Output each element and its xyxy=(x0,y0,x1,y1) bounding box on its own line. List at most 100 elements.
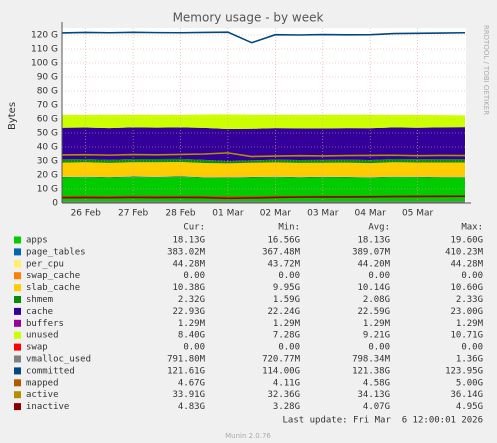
legend-stat: 36.14G xyxy=(450,390,483,400)
legend-swatch xyxy=(14,260,21,268)
legend-stat: 798.34M xyxy=(352,355,391,365)
legend-header: Max: xyxy=(461,223,483,233)
legend-stat: 383.02M xyxy=(167,247,206,257)
line xyxy=(61,31,466,44)
legend-stat: 0.00 xyxy=(278,343,300,353)
legend-label: apps xyxy=(26,236,48,246)
y-tick-label: 120 G xyxy=(31,31,58,41)
area xyxy=(62,114,465,130)
legend-stat: 367.48M xyxy=(262,247,301,257)
legend-swatch xyxy=(14,355,21,363)
legend-stat: 3.28G xyxy=(273,402,300,412)
legend-label: shmem xyxy=(26,295,53,305)
legend-stat: 791.80M xyxy=(167,355,206,365)
y-tick-label: 90 G xyxy=(37,73,58,83)
chart-title: Memory usage - by week xyxy=(173,11,324,25)
legend-swatch xyxy=(14,379,21,387)
legend-stat: 720.77M xyxy=(262,355,301,365)
y-tick-label: 40 G xyxy=(37,143,58,153)
legend-stat: 0.00 xyxy=(183,271,205,281)
y-tick-label: 50 G xyxy=(37,129,58,139)
legend-stat: 4.58G xyxy=(363,378,390,388)
legend-swatch xyxy=(14,296,21,303)
legend-stat: 4.11G xyxy=(273,378,300,388)
legend-label: mapped xyxy=(26,378,59,388)
legend-label: unused xyxy=(26,331,59,341)
x-tick-label: 26 Feb xyxy=(71,209,102,219)
legend-stat: 2.08G xyxy=(363,295,390,305)
legend-stat: 389.07M xyxy=(352,247,391,257)
legend-stat: 1.29M xyxy=(273,319,301,329)
legend-stat: 44.28M xyxy=(172,259,205,269)
legend-label: inactive xyxy=(26,402,69,412)
legend-stat: 1.29M xyxy=(363,319,391,329)
x-tick-label: 02 Mar xyxy=(260,209,292,219)
y-tick-label: 0 xyxy=(52,199,58,209)
legend-stat: 7.28G xyxy=(273,331,300,341)
watermark: RRDTOOL / TOBI OETIKER xyxy=(482,25,490,115)
x-tick-label: 05 Mar xyxy=(402,209,434,219)
x-tick-label: 28 Feb xyxy=(165,209,196,219)
legend-stat: 44.20M xyxy=(357,259,390,269)
legend-stat: 4.95G xyxy=(456,402,483,412)
version: Munin 2.0.76 xyxy=(225,432,271,440)
legend-stat: 9.21G xyxy=(363,331,390,341)
legend-stat: 33.91G xyxy=(172,390,205,400)
legend-stat: 121.38G xyxy=(352,366,390,376)
legend-stat: 44.28M xyxy=(450,259,483,269)
legend-stat: 410.23M xyxy=(445,247,484,257)
legend-stat: 121.61G xyxy=(167,366,205,376)
legend-label: swap xyxy=(26,343,48,353)
legend-stat: 5.00G xyxy=(456,378,483,388)
area xyxy=(62,176,465,203)
area xyxy=(62,176,465,178)
y-tick-label: 80 G xyxy=(37,87,58,97)
legend-swatch xyxy=(14,248,21,256)
legend-stat: 4.07G xyxy=(363,402,390,412)
y-tick-label: 10 G xyxy=(37,185,58,195)
legend-swatch xyxy=(14,403,21,411)
legend-stat: 1.29M xyxy=(456,319,484,329)
legend-stat: 18.13G xyxy=(357,236,390,246)
legend-header: Avg: xyxy=(368,223,390,233)
legend-stat: 0.00 xyxy=(368,271,390,281)
y-tick-label: 60 G xyxy=(37,115,58,125)
legend-stat: 1.59G xyxy=(273,295,300,305)
legend-stat: 0.00 xyxy=(461,343,483,353)
y-tick-label: 20 G xyxy=(37,171,58,181)
legend-label: vmalloc_used xyxy=(26,355,91,365)
legend-label: per_cpu xyxy=(26,259,64,269)
legend-swatch xyxy=(14,284,21,292)
legend-stat: 2.33G xyxy=(456,295,483,305)
legend-swatch xyxy=(14,391,21,399)
y-tick-label: 30 G xyxy=(37,157,58,167)
legend-swatch xyxy=(14,307,21,315)
x-tick-label: 04 Mar xyxy=(355,209,387,219)
legend-swatch xyxy=(14,319,21,327)
y-tick-label: 100 G xyxy=(31,59,58,69)
legend-label: committed xyxy=(26,366,75,376)
legend-stat: 22.24G xyxy=(267,307,300,317)
line xyxy=(61,152,466,158)
legend-stat: 0.00 xyxy=(368,343,390,353)
area xyxy=(62,176,465,178)
area xyxy=(62,161,465,178)
legend-label: cache xyxy=(26,307,53,317)
line xyxy=(61,195,466,200)
legend-swatch xyxy=(14,236,21,244)
legend-stat: 16.56G xyxy=(267,236,300,246)
legend-swatch xyxy=(14,343,21,351)
legend-stat: 18.13G xyxy=(172,236,205,246)
legend-stat: 114.00G xyxy=(262,366,300,376)
legend-stat: 9.95G xyxy=(273,283,300,293)
legend-label: page_tables xyxy=(26,247,86,257)
x-tick-label: 03 Mar xyxy=(307,209,339,219)
legend-swatch xyxy=(14,331,21,339)
legend-label: active xyxy=(26,390,59,400)
y-tick-label: 110 G xyxy=(31,45,58,55)
legend-stat: 4.83G xyxy=(178,402,205,412)
legend-stat: 34.13G xyxy=(357,390,390,400)
y-axis-label: Bytes xyxy=(7,102,18,130)
legend-stat: 10.60G xyxy=(450,283,483,293)
